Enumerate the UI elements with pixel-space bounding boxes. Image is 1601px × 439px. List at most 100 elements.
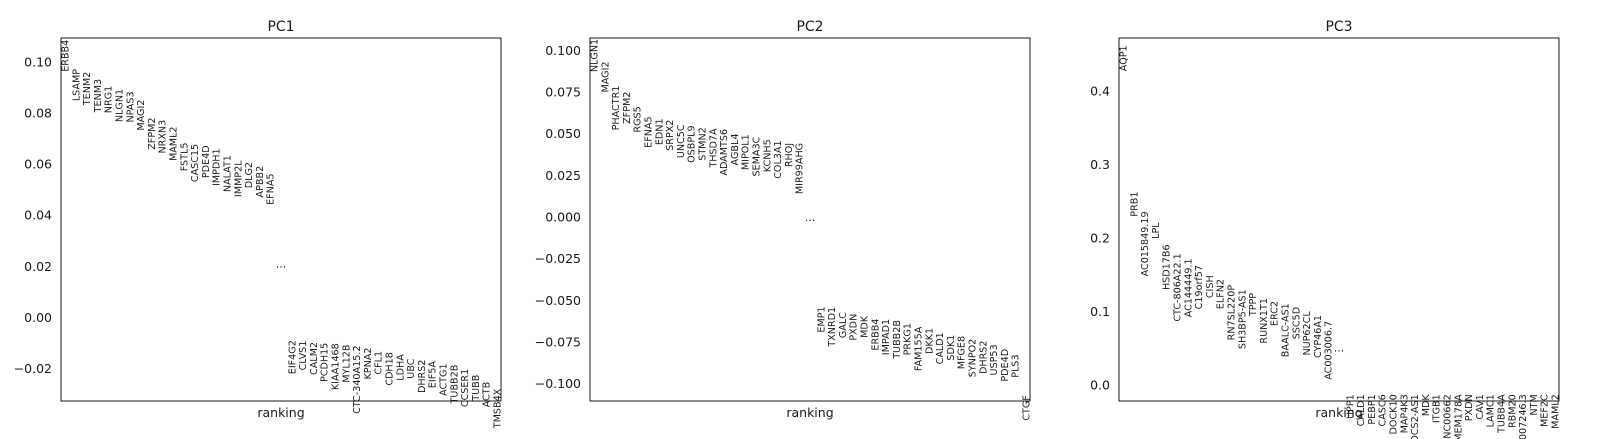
- gene-label: TUBB4A: [1497, 394, 1508, 434]
- gene-label: TXNRD1: [827, 307, 838, 348]
- gene-label: FAM155A: [914, 326, 925, 371]
- gene-label: C19orf57: [1194, 265, 1205, 309]
- gene-label: PHACTR1: [611, 86, 622, 131]
- gene-label: NRXN3: [158, 120, 169, 154]
- gene-label: IMPAD1: [881, 319, 892, 355]
- gene-label: COL3A1: [773, 140, 784, 178]
- gene-label: CAV1: [1475, 394, 1486, 419]
- panel-pc2: PC2 ranking 0.100 0.075 0.050 0.025 0.000 −0.02…: [535, 19, 1033, 421]
- gene-label: LDHA: [395, 354, 406, 381]
- gene-label: CLVS1: [298, 341, 309, 371]
- gene-label: CISH: [1205, 275, 1216, 298]
- gene-label: ERC2: [1270, 301, 1281, 326]
- gene-label: MEF2C: [1540, 394, 1551, 427]
- gene-label: CTC-806A22.1: [1172, 253, 1183, 321]
- gene-label: BAALC-AS1: [1280, 303, 1291, 357]
- gene-label: PEBP1: [1367, 394, 1378, 424]
- x-axis-label: ranking: [786, 405, 833, 420]
- gene-label: EFNA5: [266, 173, 277, 204]
- gene-label: ERBB4: [870, 319, 881, 351]
- y-tick-label: 0.000: [545, 210, 581, 225]
- gene-label: ACTB: [482, 382, 493, 408]
- gene-label: UNC5C: [676, 124, 687, 158]
- gene-label: SDK1: [946, 335, 957, 361]
- gene-label: SRPX2: [665, 120, 676, 151]
- gene-label: HSD17B6: [1162, 244, 1173, 290]
- gene-label: PRKG1: [903, 323, 914, 355]
- y-tick-label: −0.050: [535, 293, 581, 308]
- y-tick-label: −0.100: [535, 376, 581, 391]
- gene-label: CASC15: [190, 144, 201, 182]
- gene-label: MIPOL1: [741, 134, 752, 170]
- gene-label: LSAMP: [71, 69, 82, 101]
- gene-label: DLG2: [244, 162, 255, 188]
- gene-label: PCDH15: [320, 343, 331, 382]
- gene-label: RHOJ: [784, 143, 795, 167]
- gene-label: SEMA3C: [751, 136, 762, 176]
- y-tick-label: 0.2: [1090, 230, 1110, 245]
- y-tick-label: 0.1: [1090, 304, 1110, 319]
- panel-pc1: PC1 ranking 0.10 0.08 0.06 0.04 0.02 0.00 −0.02 E…: [14, 19, 504, 429]
- gene-label: TMEM178A: [1453, 394, 1464, 439]
- gene-label: SOCS2-AS1: [1410, 394, 1421, 439]
- gene-label: PXDN: [849, 314, 860, 341]
- gene-label: ITGB1: [1432, 394, 1443, 423]
- gene-label: NRG1: [104, 86, 115, 113]
- gene-label: APBB2: [255, 166, 266, 198]
- x-axis-label: ranking: [1315, 405, 1362, 420]
- gene-label: RUNX1T1: [1259, 298, 1270, 344]
- gene-label: NLGN1: [589, 39, 600, 72]
- gene-label: AC015849.19: [1140, 211, 1151, 276]
- gene-label: GALC: [838, 312, 849, 338]
- gene-label: NPAS3: [125, 91, 136, 122]
- y-tick-label: 0.050: [545, 126, 581, 141]
- gene-label: NALAT1: [222, 155, 233, 192]
- gene-label: ACTG1: [439, 363, 450, 396]
- gene-label: ADAMTS6: [719, 129, 730, 176]
- gene-label: CDH18: [385, 352, 396, 386]
- gene-label: PRB1: [1129, 192, 1140, 217]
- y-tick-label: 0.00: [24, 310, 52, 325]
- gene-label: ELFN2: [1216, 279, 1227, 309]
- y-tick-label: 0.0: [1090, 377, 1110, 392]
- gene-label: DOCK10: [1389, 394, 1400, 434]
- gene-label: RBM20: [1507, 394, 1518, 428]
- chart-title: PC3: [1325, 19, 1352, 35]
- chart-title: PC2: [796, 19, 823, 35]
- y-tick-label: −0.025: [535, 251, 581, 266]
- gene-label: DHRS2: [417, 360, 428, 393]
- gene-label: NLGN1: [114, 89, 125, 122]
- x-axis-label: ranking: [257, 405, 304, 420]
- gene-label: MYL12B: [341, 345, 352, 383]
- gene-label: TMSB4X: [493, 388, 504, 429]
- gene-label: KPNA2: [363, 348, 374, 380]
- gene-label: TUBB2B: [449, 365, 460, 405]
- y-tick-label: 0.08: [24, 105, 52, 120]
- gene-label: UBC: [406, 358, 417, 378]
- gene-label: MAGI2: [600, 61, 611, 92]
- plot-frame: [589, 37, 1031, 402]
- gene-label: TENM2: [82, 72, 93, 106]
- gene-label: AC144449.1: [1183, 258, 1194, 317]
- y-tick-label: 0.3: [1090, 157, 1110, 172]
- y-tick-label: −0.02: [14, 361, 52, 376]
- gene-label: NTM: [1529, 394, 1540, 415]
- gene-label: CCSER1: [460, 369, 471, 407]
- gene-label: PDE4D: [201, 145, 212, 178]
- gene-label: AC007246.3: [1518, 394, 1529, 439]
- y-tick-label: 0.075: [545, 85, 581, 100]
- y-tick-label: 0.100: [545, 43, 581, 58]
- y-tick-label: 0.4: [1090, 83, 1110, 98]
- gene-label: LAMC1: [1486, 394, 1497, 427]
- gene-label: LPL: [1151, 222, 1162, 239]
- gene-label: EMP1: [816, 306, 827, 332]
- gene-label: SH3BP5-AS1: [1237, 289, 1248, 349]
- gene-label: USP53: [989, 344, 1000, 375]
- gene-label: ZFPM2: [622, 92, 633, 124]
- gene-label: PLS3: [1011, 354, 1022, 377]
- gene-label: CALD1: [935, 332, 946, 364]
- gene-label: CTGF: [1022, 395, 1033, 421]
- y-tick-label: 0.06: [24, 157, 52, 172]
- gene-label: ZFPM2: [147, 118, 158, 150]
